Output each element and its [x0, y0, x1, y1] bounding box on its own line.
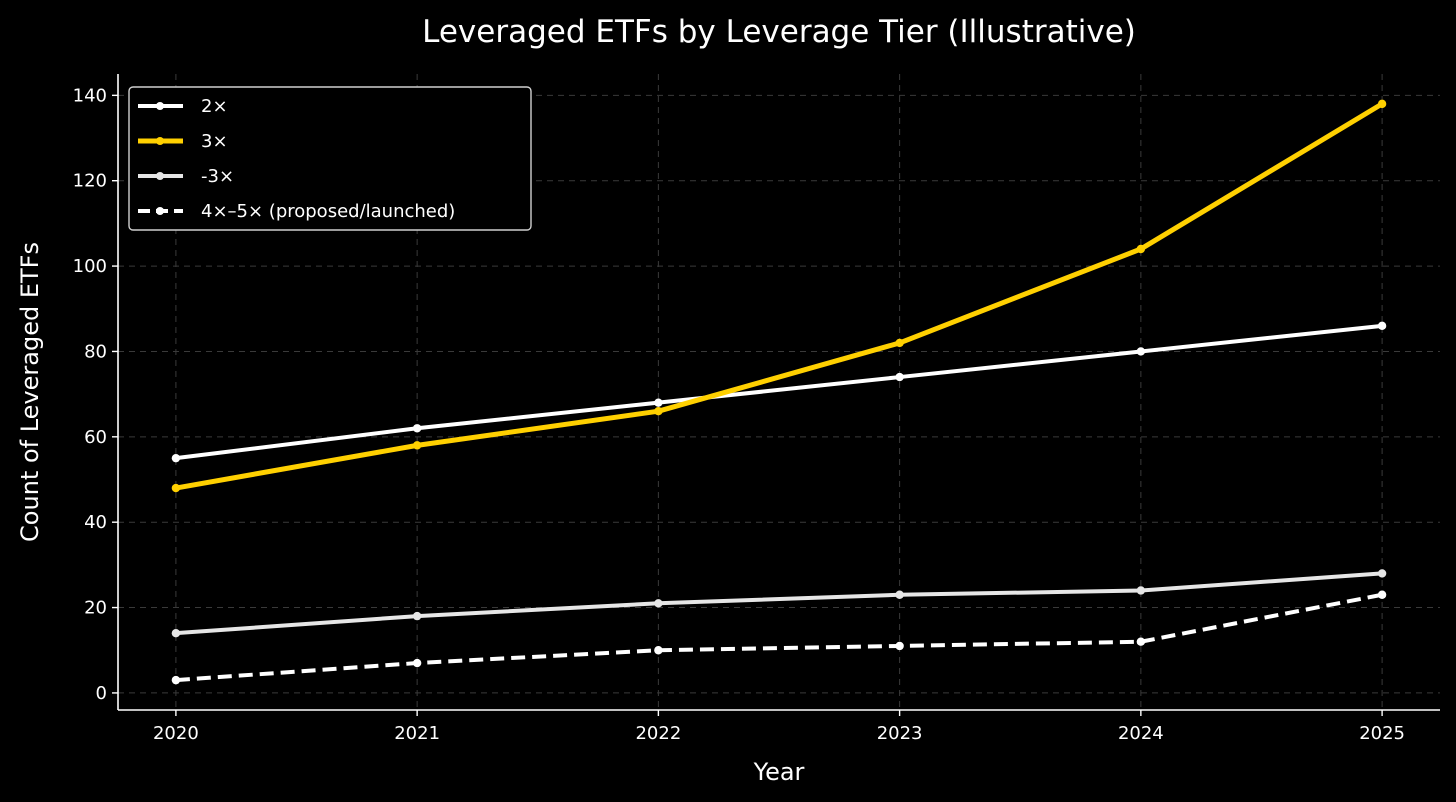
legend-label: 3× [201, 131, 228, 152]
legend-item-s3x: 3× [138, 131, 228, 152]
y-tick-label: 120 [73, 171, 107, 192]
data-point-s3x [1136, 244, 1146, 254]
data-point-s45x [895, 641, 904, 651]
data-point-s45x [1136, 637, 1146, 646]
data-point-s3x [1377, 99, 1387, 109]
y-tick-label: 0 [96, 683, 107, 704]
series-s3x [171, 99, 1387, 493]
data-point-s45x [171, 675, 181, 685]
data-point-s45x [654, 646, 663, 655]
legend-item-s45x: 4×–5× (proposed/launched) [138, 201, 455, 222]
data-point-sneg3x [895, 590, 904, 599]
legend-item-sneg3x: -3× [138, 166, 234, 187]
y-tick-label: 20 [84, 598, 107, 619]
x-tick-label: 2022 [635, 723, 681, 744]
series-line-sneg3x [175, 571, 1383, 636]
legend-box [128, 86, 532, 231]
data-point-s45x [1377, 590, 1387, 599]
data-point-s2x [1377, 321, 1387, 331]
axes: 2020 2021 2022 2023 2024 2025 0 20 40 60 80 100 120 1… [73, 74, 1440, 744]
legend: 2× 3× -3× 4×–5× (proposed/launched) [128, 86, 532, 231]
series-sneg3x [171, 569, 1387, 638]
y-tick-label: 40 [84, 512, 107, 533]
series-line-s45x [175, 592, 1383, 683]
x-tick-label: 2025 [1359, 723, 1405, 744]
y-tick-label: 60 [84, 427, 107, 448]
legend-item-s2x: 2× [138, 96, 228, 117]
legend-marker [156, 102, 164, 110]
data-point-s3x [412, 441, 422, 450]
legend-marker [156, 207, 164, 215]
series-line-s3x [175, 101, 1384, 491]
data-point-s2x [171, 453, 181, 463]
series-line-s2x [175, 323, 1383, 461]
legend-marker [156, 137, 164, 145]
data-point-s2x [895, 372, 904, 382]
data-point-sneg3x [1377, 569, 1387, 578]
chart-title: Leveraged ETFs by Leverage Tier (Illustr… [422, 14, 1136, 50]
legend-marker [156, 172, 164, 180]
data-point-sneg3x [171, 628, 181, 638]
data-point-s2x [1136, 347, 1146, 356]
legend-label: -3× [201, 166, 234, 187]
y-tick-label: 100 [73, 256, 107, 277]
data-point-s3x [171, 483, 181, 493]
legend-label: 2× [201, 96, 228, 117]
data-point-sneg3x [1136, 586, 1146, 595]
series-s2x [171, 321, 1387, 463]
series-s45x [171, 590, 1387, 685]
y-tick-label: 140 [73, 85, 107, 106]
x-tick-label: 2020 [153, 723, 199, 744]
data-point-s45x [412, 658, 422, 668]
data-point-sneg3x [654, 599, 663, 608]
x-tick-label: 2023 [877, 723, 923, 744]
x-tick-label: 2024 [1118, 723, 1164, 744]
data-point-s2x [412, 424, 422, 433]
x-axis-label: Year [753, 758, 805, 786]
data-point-s2x [654, 398, 663, 407]
series [171, 99, 1387, 685]
y-tick-label: 80 [84, 341, 107, 362]
data-point-s3x [895, 338, 904, 348]
y-axis-label: Count of Leveraged ETFs [16, 242, 44, 542]
x-tick-label: 2021 [394, 723, 440, 744]
data-point-sneg3x [412, 611, 422, 621]
legend-label: 4×–5× (proposed/launched) [201, 201, 455, 222]
data-point-s3x [654, 407, 663, 416]
